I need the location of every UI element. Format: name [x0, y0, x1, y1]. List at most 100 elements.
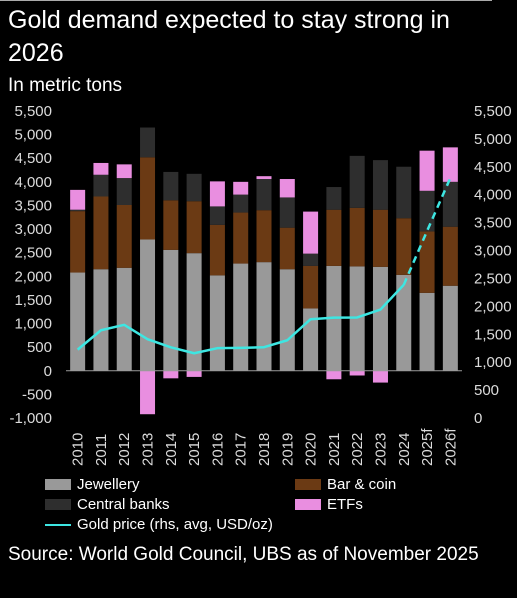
bar-bar-coin: [116, 204, 132, 268]
bar-central-banks: [442, 181, 458, 227]
bar-etfs: [233, 181, 249, 195]
legend-swatch-gold-price: [45, 523, 71, 526]
bar-etfs: [209, 181, 225, 207]
gold-price-line: [76, 283, 405, 355]
bar-bar-coin: [70, 211, 86, 273]
y-right-tick-label: 4,000: [474, 187, 512, 204]
bar-bar-coin: [396, 218, 412, 275]
bar-jewellery: [372, 266, 388, 371]
bar-jewellery: [396, 274, 412, 371]
bar-etfs: [163, 370, 179, 379]
source-note: Source: World Gold Council, UBS as of No…: [8, 544, 479, 565]
chart-title: Gold demand expected to stay strong in 2…: [8, 6, 450, 67]
bar-etfs: [93, 162, 109, 175]
x-tick-label: 2024: [396, 433, 413, 466]
x-tick-label: 2014: [163, 433, 180, 466]
y-left-tick-label: 5,000: [14, 127, 52, 144]
bar-etfs: [140, 370, 156, 415]
x-tick-label: 2020: [303, 433, 320, 466]
bar-jewellery: [209, 275, 225, 371]
bar-central-banks: [326, 187, 342, 210]
y-left-tick-label: -500: [22, 386, 52, 403]
bar-central-banks: [396, 166, 412, 219]
y-right-tick-label: 500: [474, 382, 499, 399]
legend-item-bar-coin: Bar & coin: [295, 476, 396, 493]
y-left-tick-label: 3,500: [14, 197, 52, 214]
y-right-tick-label: 1,000: [474, 354, 512, 371]
bar-etfs: [116, 164, 132, 179]
bar-bar-coin: [93, 196, 109, 270]
x-tick-label: 2010: [70, 433, 87, 466]
bar-bar-coin: [442, 226, 458, 286]
bar-central-banks: [70, 209, 86, 212]
bar-central-banks: [93, 174, 109, 197]
y-right-tick-label: 4,500: [474, 159, 512, 176]
bar-jewellery: [442, 285, 458, 371]
gold-demand-chart: 5,500 5,000 4,500 4,000 3,500 3,000 2,500 2,000…: [9, 103, 512, 466]
legend-label-gold-price: Gold price (rhs, avg, USD/oz): [77, 516, 273, 533]
bar-bar-coin: [372, 209, 388, 267]
bar-etfs: [372, 370, 388, 383]
bar-bar-coin: [186, 201, 202, 254]
bar-central-banks: [349, 155, 365, 208]
bar-bar-coin: [326, 209, 342, 266]
y-right-tick-label: 1,500: [474, 326, 512, 343]
legend-item-etfs: ETFs: [295, 496, 363, 513]
bar-etfs: [256, 176, 272, 180]
gold-price-forecast-line: [402, 177, 452, 286]
y-right-tick-label: 0: [474, 410, 482, 427]
bar-central-banks: [186, 173, 202, 202]
bar-jewellery: [93, 269, 109, 371]
y-right-tick-label: 2,000: [474, 298, 512, 315]
legend-item-jewellery: Jewellery: [45, 476, 140, 493]
bar-central-banks: [372, 160, 388, 210]
bar-bar-coin: [256, 210, 272, 263]
x-tick-label: 2018: [256, 433, 273, 466]
y-left-tick-label: 4,500: [14, 150, 52, 167]
bar-bar-coin: [233, 212, 249, 264]
x-tick-label: 2019: [279, 433, 296, 466]
bar-jewellery: [419, 292, 435, 371]
bar-bar-coin: [349, 207, 365, 267]
bar-jewellery: [140, 239, 156, 371]
bar-central-banks: [140, 127, 156, 158]
legend-label-etfs: ETFs: [327, 496, 363, 513]
bar-etfs: [419, 150, 435, 191]
bar-etfs: [349, 370, 365, 376]
bar-central-banks: [233, 194, 249, 213]
bar-etfs: [186, 370, 202, 377]
bar-bar-coin: [419, 231, 435, 293]
bar-jewellery: [163, 249, 179, 371]
bar-bar-coin: [140, 157, 156, 240]
bar-central-banks: [256, 179, 272, 211]
y-left-tick-label: -1,000: [9, 410, 52, 427]
bar-bar-coin: [279, 227, 295, 270]
y-left-tick-label: 2,500: [14, 245, 52, 262]
bar-central-banks: [163, 171, 179, 201]
bar-jewellery: [116, 267, 132, 371]
bar-central-banks: [303, 253, 319, 266]
bar-etfs: [303, 211, 319, 254]
x-tick-label: 2026f: [442, 428, 459, 466]
bar-central-banks: [209, 206, 225, 225]
bar-central-banks: [279, 197, 295, 228]
y-right-tick-label: 5,500: [474, 103, 512, 120]
x-tick-label: 2022: [349, 433, 366, 466]
legend-label-bar-coin: Bar & coin: [327, 476, 397, 493]
legend-item-central-banks: Central banks: [45, 496, 170, 513]
x-tick-label: 2017: [233, 433, 250, 466]
legend-swatch-jewellery: [45, 479, 71, 490]
y-left-tick-label: 4,000: [14, 174, 52, 191]
bar-bar-coin: [303, 265, 319, 309]
x-tick-label: 2021: [326, 433, 343, 466]
chart-subtitle: In metric tons: [8, 75, 123, 96]
x-tick-label: 2023: [372, 433, 389, 466]
y-left-tick-label: 500: [27, 339, 52, 356]
bar-jewellery: [186, 253, 202, 371]
legend-swatch-bar-coin: [295, 479, 321, 490]
x-tick-label: 2025f: [419, 428, 436, 466]
bar-jewellery: [256, 262, 272, 371]
y-left-tick-label: 3,000: [14, 221, 52, 238]
bar-bar-coin: [209, 224, 225, 276]
legend-swatch-central-banks: [45, 499, 71, 510]
